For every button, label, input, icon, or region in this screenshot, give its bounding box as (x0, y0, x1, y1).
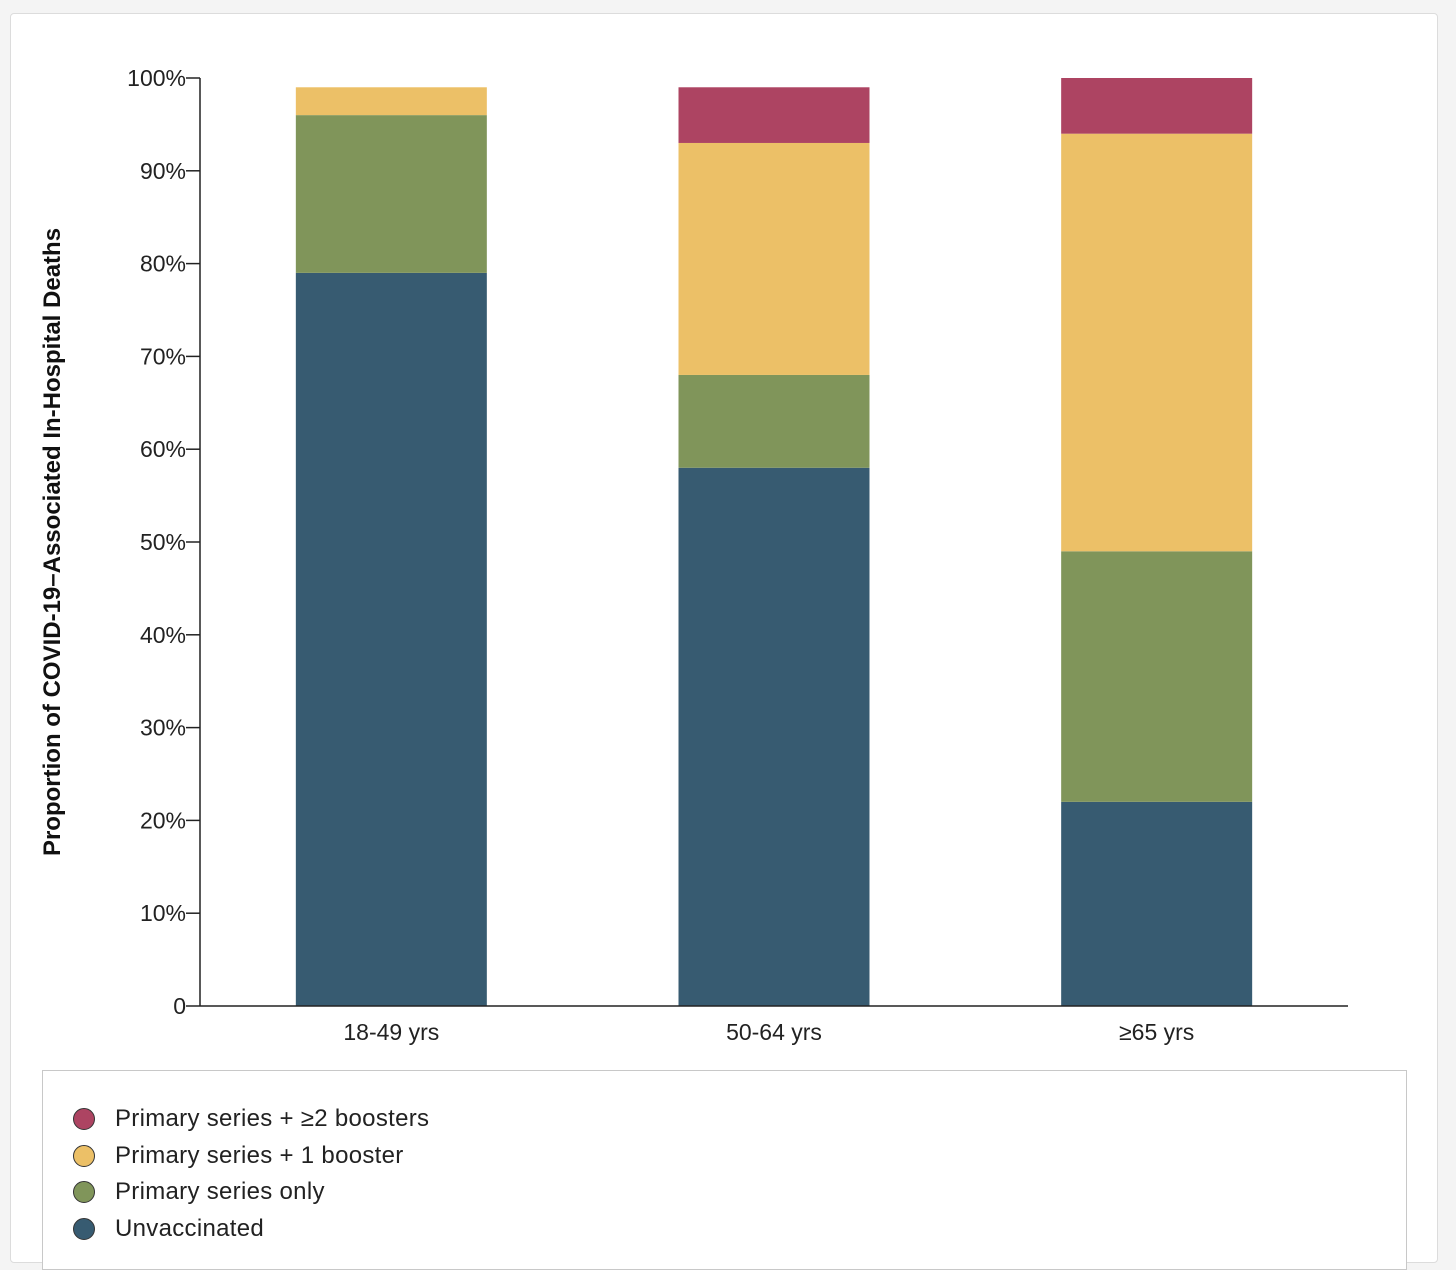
legend-swatch (73, 1108, 95, 1130)
y-ticks-group: 0 10% 20% 30% 40% 50% 60% 70% 80% 90% 100% (127, 65, 200, 1019)
bar-segment-2-3 (1061, 551, 1253, 802)
bars-group (295, 78, 1253, 1006)
bar-segment-3-1 (295, 87, 487, 116)
bar-segment-3-3 (1061, 133, 1253, 552)
y-tick-label: 60% (140, 436, 186, 462)
legend: Primary series + ≥2 boosters Primary seri… (42, 1070, 1407, 1270)
x-ticks-group: 18-49 yrs 50-64 yrs ≥65 yrs (343, 1019, 1194, 1045)
x-tick-label: 50-64 yrs (726, 1019, 822, 1045)
y-tick-label: 80% (140, 251, 186, 277)
bar-segment-1-1 (295, 272, 487, 1006)
y-axis-title: Proportion of COVID-19–Associated In-Hos… (39, 228, 66, 856)
y-tick-label: 70% (140, 343, 186, 369)
bar-segment-2-2 (678, 374, 870, 468)
legend-swatch (73, 1181, 95, 1203)
legend-swatch (73, 1144, 95, 1167)
bar-segment-1-3 (1061, 801, 1253, 1006)
legend-label: Primary series + 1 booster (115, 1141, 404, 1169)
legend-item: Unvaccinated (73, 1212, 264, 1246)
x-tick-label: ≥65 yrs (1119, 1019, 1194, 1045)
y-tick-label: 100% (127, 65, 186, 91)
legend-item: Primary series + 1 booster (73, 1139, 404, 1173)
legend-item: Primary series only (73, 1175, 325, 1209)
y-tick-label: 40% (140, 622, 186, 648)
bar-segment-3-2 (678, 142, 870, 375)
y-tick-label: 50% (140, 529, 186, 555)
bar-segment-4-3 (1061, 78, 1253, 134)
legend-label: Unvaccinated (115, 1214, 265, 1242)
x-tick-label: 18-49 yrs (343, 1019, 439, 1045)
legend-label: Primary series + ≥2 boosters (115, 1105, 430, 1132)
y-tick-label: 30% (140, 715, 186, 741)
legend-item: Primary series + ≥2 boosters (73, 1102, 429, 1136)
legend-swatch (73, 1217, 95, 1240)
stacked-bar-chart: 0 10% 20% 30% 40% 50% 60% 70% 80% 90% 100% 18-49 y… (39, 65, 1348, 1045)
y-tick-label: 0 (173, 993, 186, 1019)
y-tick-label: 20% (140, 807, 186, 833)
y-tick-label: 10% (140, 900, 186, 926)
bar-segment-4-2 (678, 87, 870, 143)
y-tick-label: 90% (140, 158, 186, 184)
legend-label: Primary series only (115, 1178, 325, 1205)
bar-segment-1-2 (678, 467, 870, 1006)
bar-segment-2-1 (295, 115, 487, 273)
